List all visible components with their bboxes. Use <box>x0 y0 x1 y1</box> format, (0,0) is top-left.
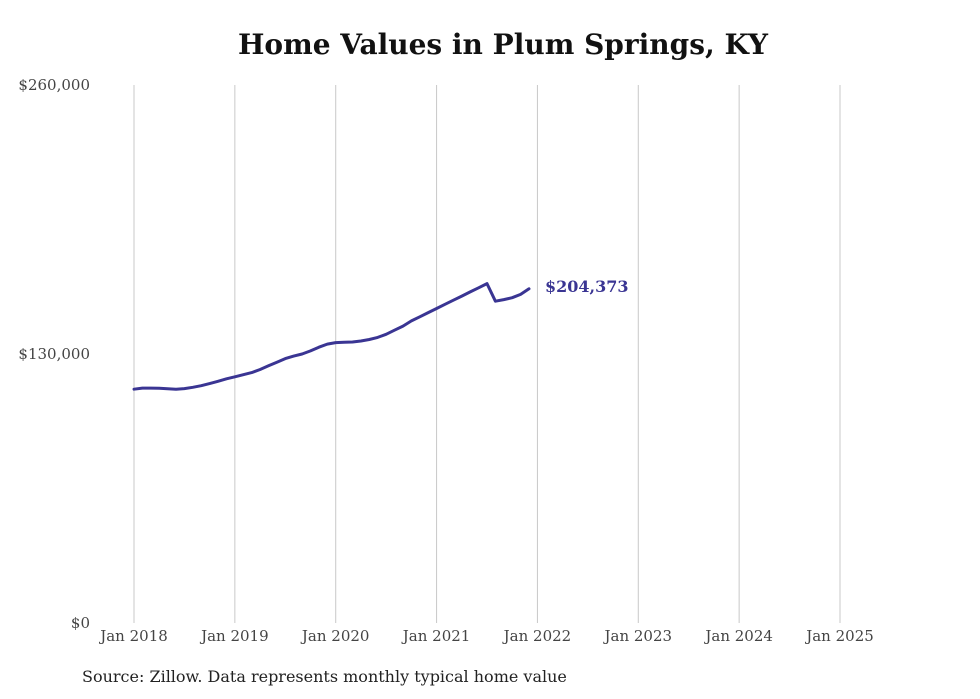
x-axis-ticks: Jan 2018 Jan 2019 Jan 2020 Jan 2021 Jan 2022… <box>98 627 874 645</box>
y-axis-ticks: $0 $130,000 $260,000 <box>18 76 90 632</box>
x-tick-label: Jan 2024 <box>703 627 773 645</box>
x-tick-label: Jan 2020 <box>300 627 370 645</box>
x-tick-label: Jan 2025 <box>804 627 874 645</box>
chart-title: Home Values in Plum Springs, KY <box>237 28 769 61</box>
series-line <box>132 282 531 391</box>
x-tick-label: Jan 2021 <box>401 627 471 645</box>
gridlines <box>133 85 841 623</box>
series-layer: $204,373 <box>132 277 629 391</box>
x-tick-label: Jan 2018 <box>98 627 168 645</box>
y-tick-label: $260,000 <box>18 76 90 94</box>
x-tick-label: Jan 2019 <box>199 627 269 645</box>
end-value-label: $204,373 <box>545 277 629 296</box>
y-tick-label: $0 <box>71 614 90 632</box>
x-tick-label: Jan 2023 <box>603 627 673 645</box>
source-note: Source: Zillow. Data represents monthly … <box>82 667 567 686</box>
x-tick-label: Jan 2022 <box>502 627 572 645</box>
y-tick-label: $130,000 <box>18 345 90 363</box>
